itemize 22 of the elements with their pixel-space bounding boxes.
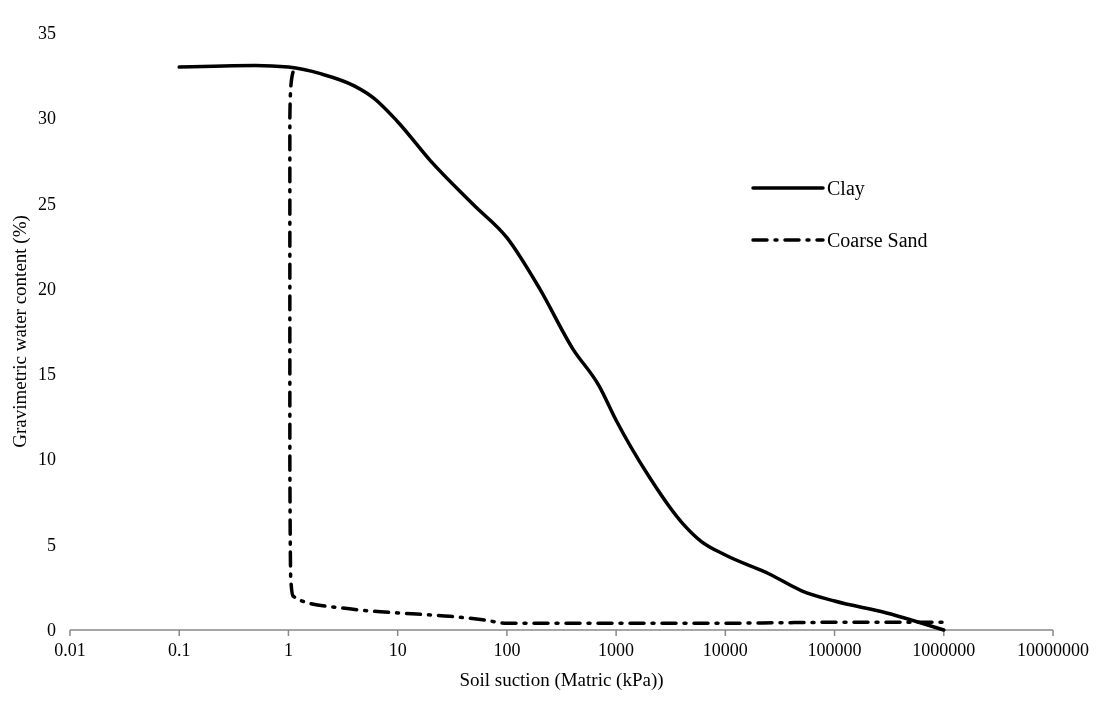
y-axis-title: Gravimetric water content (%)	[9, 215, 31, 448]
y-tick-label: 35	[38, 23, 56, 43]
y-tick-label: 0	[47, 620, 56, 640]
legend-label: Coarse Sand	[827, 229, 928, 251]
y-tick-label: 30	[38, 108, 56, 129]
y-tick-label: 15	[38, 364, 56, 385]
x-tick-label: 1000	[598, 640, 635, 660]
y-tick-label: 10	[38, 449, 56, 470]
y-tick-label: 5	[47, 534, 56, 555]
legend-label: Clay	[827, 177, 865, 200]
y-tick-label: 20	[38, 278, 56, 299]
x-tick-label: 0.01	[54, 640, 86, 660]
x-tick-label: 1000000	[912, 640, 976, 660]
x-tick-label: 10000	[702, 640, 748, 660]
x-tick-label: 1	[283, 640, 293, 660]
y-tick-label: 25	[38, 193, 56, 214]
x-tick-label: 100	[493, 640, 521, 660]
x-tick-label: 0.1	[167, 640, 191, 660]
x-axis-title: Soil suction (Matric (kPa))	[459, 669, 664, 691]
x-tick-label: 10000000	[1017, 640, 1089, 660]
x-tick-label: 100000	[807, 640, 862, 660]
x-tick-label: 10	[388, 640, 407, 660]
